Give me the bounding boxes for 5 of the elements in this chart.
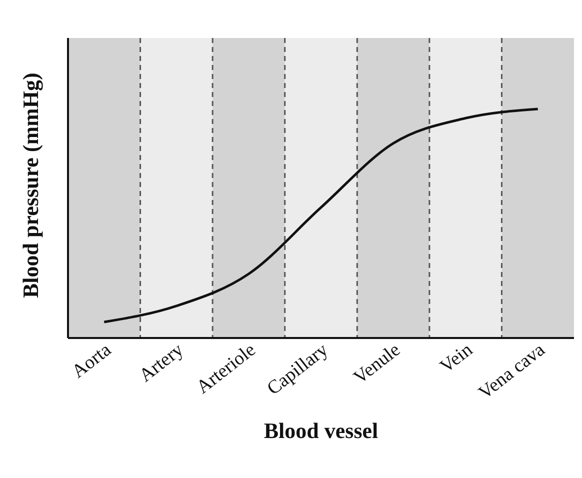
x-tick-label: Aorta [68, 339, 116, 383]
x-tick-label: Vena cava [474, 339, 550, 404]
x-axis-title: Blood vessel [264, 418, 378, 443]
y-axis-title: Blood pressure (mmHg) [18, 72, 43, 298]
x-tick-label: Vein [436, 339, 478, 378]
